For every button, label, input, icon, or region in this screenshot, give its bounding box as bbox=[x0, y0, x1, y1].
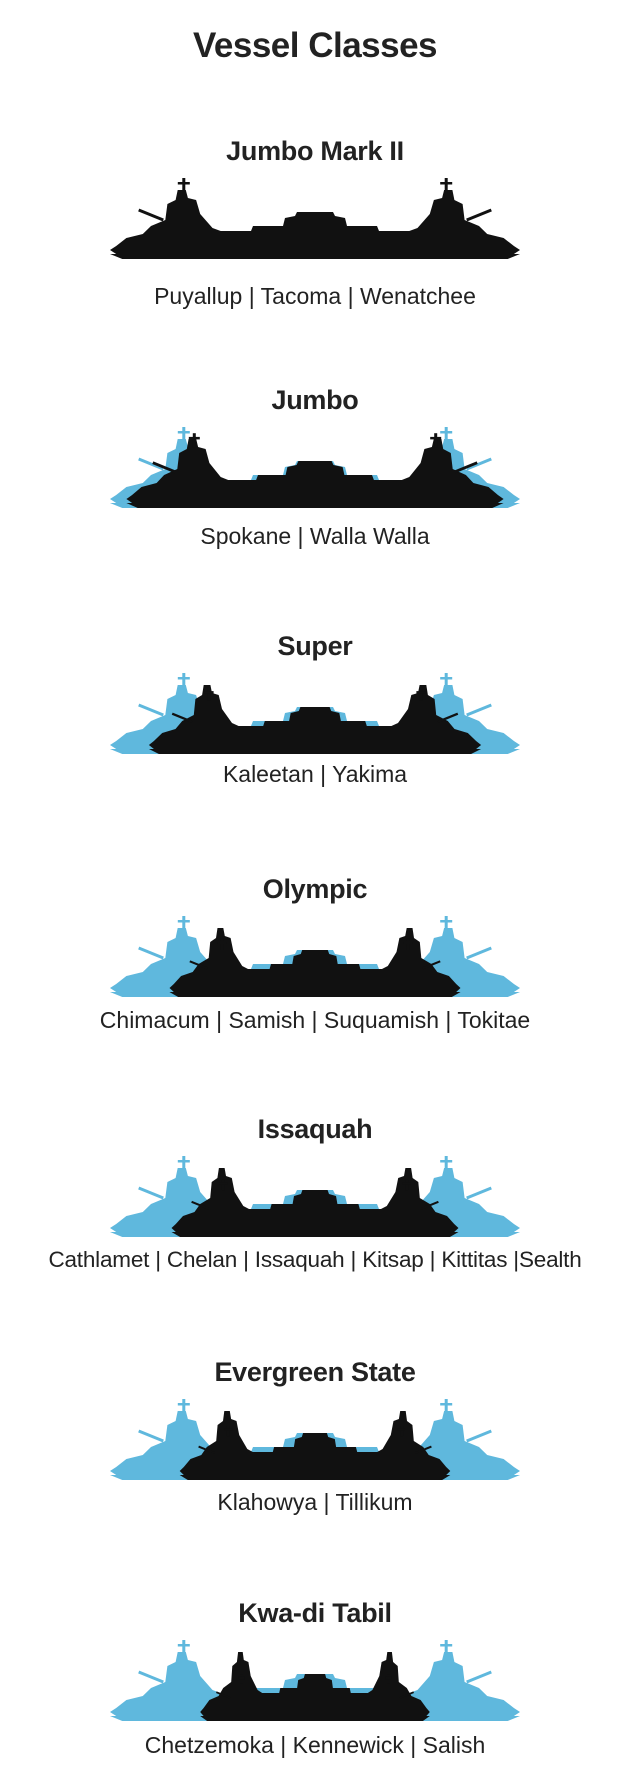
class-name: Super bbox=[277, 631, 353, 661]
vessel-names: Chetzemoka | Kennewick | Salish bbox=[144, 1732, 486, 1758]
ship-silhouette-figure bbox=[110, 1640, 520, 1721]
vessel-names: Chimacum | Samish | Suquamish | Tokitae bbox=[99, 1007, 531, 1033]
class-name: Olympic bbox=[262, 874, 368, 904]
class-name: Kwa-di Tabil bbox=[238, 1598, 392, 1628]
class-silhouette bbox=[110, 178, 520, 259]
class-silhouette bbox=[169, 928, 461, 997]
class-name: Issaquah bbox=[257, 1114, 373, 1144]
class-silhouette bbox=[126, 433, 504, 508]
ship-silhouette-figure bbox=[110, 1399, 520, 1480]
class-silhouette bbox=[179, 1411, 451, 1480]
class-name: Jumbo Mark II bbox=[226, 136, 404, 166]
class-silhouette bbox=[148, 685, 482, 754]
vessel-names: Cathlamet | Chelan | Issaquah | Kitsap |… bbox=[48, 1247, 582, 1272]
class-silhouette bbox=[200, 1652, 430, 1721]
class-name: Evergreen State bbox=[214, 1357, 416, 1387]
ship-silhouette-figure bbox=[110, 427, 520, 508]
ship-silhouette-figure bbox=[110, 673, 520, 754]
ship-silhouette-figure bbox=[110, 916, 520, 997]
ship-silhouette-figure bbox=[110, 1156, 520, 1237]
class-name: Jumbo bbox=[271, 385, 359, 415]
ship-silhouette-figure bbox=[110, 178, 520, 259]
vessel-names: Spokane | Walla Walla bbox=[200, 523, 430, 549]
class-silhouette bbox=[171, 1168, 459, 1237]
page-title: Vessel Classes bbox=[192, 26, 438, 65]
vessel-names: Kaleetan | Yakima bbox=[222, 761, 408, 787]
vessel-names: Klahowya | Tillikum bbox=[217, 1489, 413, 1515]
vessel-names: Puyallup | Tacoma | Wenatchee bbox=[154, 283, 476, 309]
